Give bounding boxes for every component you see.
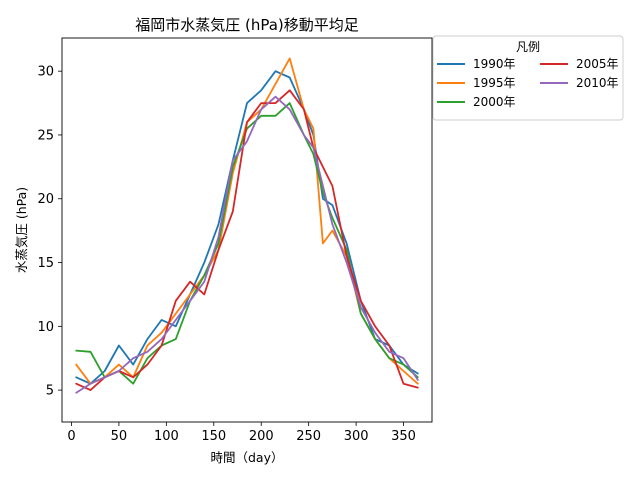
- x-tick-label: 300: [344, 429, 369, 444]
- legend-title: 凡例: [516, 40, 540, 54]
- x-tick-label: 200: [249, 429, 274, 444]
- legend-label: 1990年: [473, 57, 516, 71]
- chart-title: 福岡市水蒸気圧 (hPa)移動平均足: [135, 16, 359, 34]
- plot-frame: [61, 37, 433, 423]
- x-tick-label: 250: [296, 429, 321, 444]
- x-tick-label: 50: [111, 429, 128, 444]
- y-tick-label: 30: [37, 65, 54, 80]
- legend-label: 2005年: [576, 57, 619, 71]
- x-tick-label: 150: [201, 429, 226, 444]
- y-tick-label: 10: [37, 320, 54, 335]
- y-axis-label: 水蒸気圧 (hPa): [14, 187, 29, 273]
- x-tick-label: 0: [67, 429, 75, 444]
- series-line-2: [75, 57, 419, 385]
- legend-box: [432, 35, 624, 121]
- x-tick-label: 350: [391, 429, 416, 444]
- legend: 凡例 1990年 1995年 2000年 2005年 2010年: [432, 35, 624, 121]
- x-tick-label: 100: [154, 429, 179, 444]
- x-axis-label: 時間（day）: [211, 450, 284, 465]
- series-line-5: [75, 95, 419, 394]
- series-layer: [75, 57, 419, 394]
- legend-label: 1995年: [473, 76, 516, 90]
- y-tick-label: 15: [37, 256, 54, 271]
- series-line-1: [75, 70, 419, 385]
- x-axis: 0 50 100 150 200 250 300 350: [67, 422, 416, 444]
- legend-label: 2000年: [473, 95, 516, 109]
- y-axis: 5 10 15 20 25 30: [37, 65, 62, 399]
- series-line-3: [75, 102, 419, 385]
- legend-items: 1990年 1995年 2000年 2005年 2010年: [437, 57, 619, 109]
- y-tick-label: 20: [37, 192, 54, 207]
- y-tick-label: 25: [37, 128, 54, 143]
- y-tick-label: 5: [46, 384, 54, 399]
- series-line-4: [75, 89, 419, 392]
- legend-label: 2010年: [576, 76, 619, 90]
